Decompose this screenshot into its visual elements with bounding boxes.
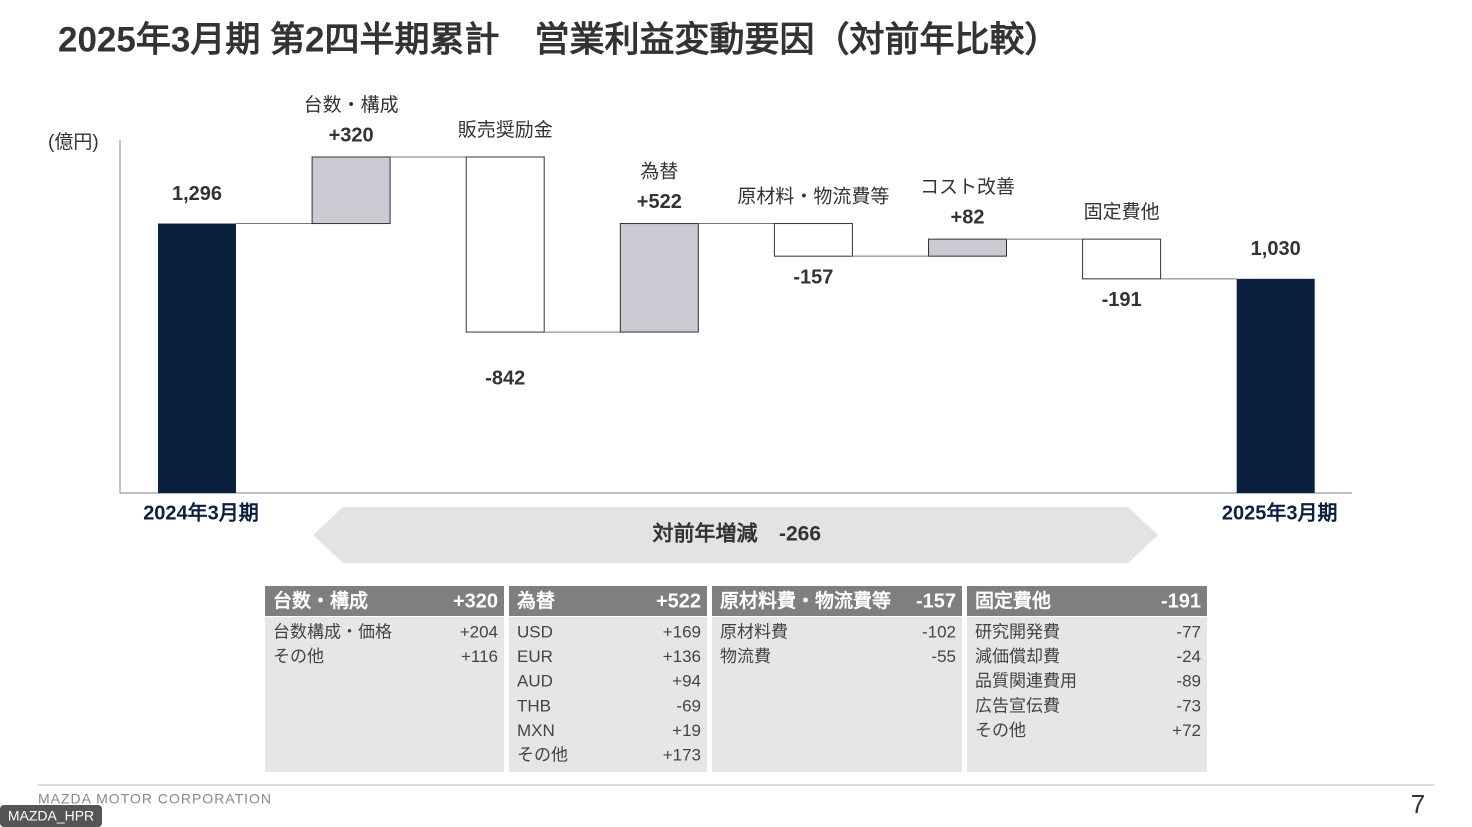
bar <box>773 223 853 257</box>
bar <box>619 223 699 333</box>
value-label: +82 <box>951 206 985 228</box>
row-name: 原材料費 <box>720 622 788 641</box>
value-label: 1,030 <box>1251 238 1301 260</box>
breakdown-tables: 台数・構成 +320 台数構成・価格 +204 その他 +116 為替 +522 USD +169… <box>265 586 1207 772</box>
row-name: THB <box>517 696 551 715</box>
row-name: 物流費 <box>720 647 771 666</box>
bar <box>158 223 236 493</box>
bar <box>928 238 1007 257</box>
category-label: 原材料・物流費等 <box>737 186 889 208</box>
table-header-bg <box>509 586 707 616</box>
row-value: -77 <box>1176 622 1201 641</box>
row-value: -102 <box>922 622 956 641</box>
row-name: 研究開発費 <box>975 622 1060 641</box>
table-header-value: -157 <box>916 590 956 612</box>
value-label: +320 <box>329 124 374 146</box>
row-name: 台数構成・価格 <box>273 622 392 641</box>
category-label: 固定費他 <box>1084 201 1160 223</box>
table-body-bg <box>509 617 707 772</box>
category-label: 台数・構成 <box>304 94 399 116</box>
row-name: MXN <box>517 721 555 740</box>
value-label: +522 <box>637 191 682 213</box>
category-label: コスト改善 <box>920 176 1015 198</box>
row-value: -69 <box>676 696 701 715</box>
badge-bg <box>0 805 102 827</box>
table-header-name: 原材料費・物流費等 <box>720 589 891 612</box>
row-value: -89 <box>1176 672 1201 691</box>
badge: MAZDA_HPR <box>8 808 94 824</box>
value-label: -191 <box>1102 289 1142 311</box>
row-name: 広告宣伝費 <box>975 696 1060 715</box>
category-label: 販売奨励金 <box>458 119 553 141</box>
footer-company: MAZDA MOTOR CORPORATION <box>38 791 272 807</box>
table-body-bg <box>967 617 1207 772</box>
row-value: -73 <box>1176 696 1201 715</box>
row-name: 品質関連費用 <box>975 672 1077 691</box>
row-value: +116 <box>461 647 498 666</box>
value-label: -157 <box>793 266 833 288</box>
waterfall-chart: 1,296 2024年3月期 台数・構成 +320 販売奨励金 -842 為替 +522 原材料… <box>143 94 1337 524</box>
category-label: 2025年3月期 <box>1222 500 1338 524</box>
bar <box>1082 238 1162 280</box>
table-header-name: 台数・構成 <box>273 589 368 612</box>
table-header-value: +320 <box>453 590 498 612</box>
table-header-value: -191 <box>1161 590 1201 612</box>
table-header-name: 為替 <box>517 589 556 612</box>
table-body-bg <box>712 617 962 772</box>
row-value: +136 <box>663 647 701 666</box>
row-value: -55 <box>931 647 956 666</box>
change-label: 対前年増減 <box>653 522 758 546</box>
row-name: その他 <box>273 647 324 666</box>
row-name: 減価償却費 <box>975 647 1060 666</box>
value-label: -842 <box>485 367 525 389</box>
row-name: USD <box>517 622 553 641</box>
category-label: 2024年3月期 <box>143 500 259 524</box>
row-value: +72 <box>1172 721 1201 740</box>
row-value: -24 <box>1176 647 1201 666</box>
table-header-bg <box>967 586 1207 616</box>
value-label: 1,296 <box>172 183 222 205</box>
row-name: AUD <box>517 672 553 691</box>
bar <box>465 156 545 333</box>
row-name: その他 <box>975 721 1026 740</box>
row-name: EUR <box>517 647 553 666</box>
row-value: +19 <box>672 721 701 740</box>
slide-title: 2025年3月期 第2四半期累計 営業利益変動要因（対前年比較） <box>58 19 1060 59</box>
table-body-bg <box>265 617 504 772</box>
row-value: +173 <box>663 745 701 764</box>
table-header-value: +522 <box>656 590 701 612</box>
table-header-name: 固定費他 <box>975 589 1051 612</box>
row-value: +169 <box>663 622 701 641</box>
page-number: 7 <box>1411 789 1425 819</box>
change-arrow <box>313 507 1158 563</box>
row-name: その他 <box>517 745 568 764</box>
table-header-bg <box>265 586 504 616</box>
unit-label: (億円) <box>48 131 99 153</box>
bar <box>311 156 391 225</box>
change-value: -266 <box>779 523 821 546</box>
row-value: +204 <box>460 622 498 641</box>
bar <box>1236 278 1315 493</box>
category-label: 為替 <box>640 161 678 183</box>
row-value: +94 <box>672 672 701 691</box>
table-header-bg <box>712 586 962 616</box>
